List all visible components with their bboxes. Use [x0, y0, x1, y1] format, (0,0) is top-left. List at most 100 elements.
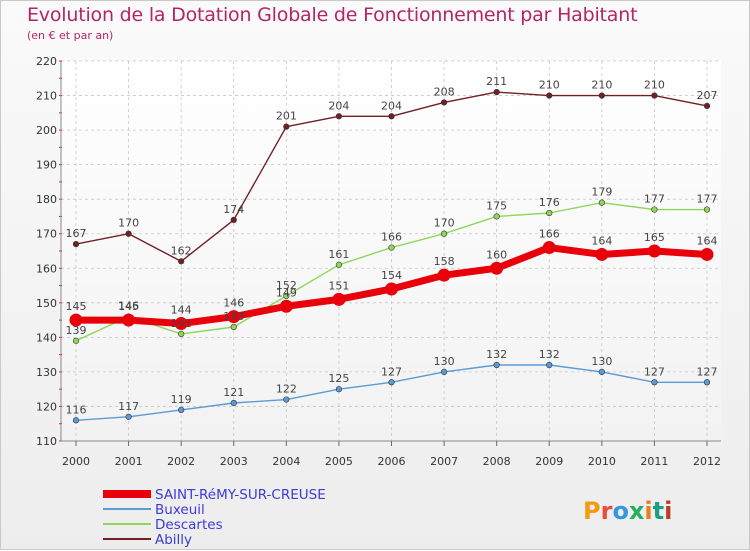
data-label-descartes: 146	[118, 300, 139, 313]
data-label-saint-r-my-sur-creuse: 164	[697, 234, 718, 247]
logo-letter: i	[664, 497, 672, 525]
data-point-saint-r-my-sur-creuse	[69, 313, 83, 327]
data-point-abilly	[178, 258, 185, 265]
data-label-buxeuil: 127	[644, 365, 665, 378]
data-label-abilly: 201	[276, 110, 297, 123]
legend-label: Buxeuil	[155, 502, 205, 518]
data-label-buxeuil: 121	[223, 386, 244, 399]
data-label-abilly: 170	[118, 217, 139, 230]
data-point-buxeuil	[546, 361, 553, 369]
data-point-abilly	[703, 102, 711, 110]
x-tick-label: 2007	[430, 455, 458, 468]
data-point-abilly	[125, 230, 132, 237]
data-label-abilly: 207	[697, 89, 718, 102]
data-point-descartes	[72, 337, 80, 344]
data-point-descartes	[283, 292, 290, 300]
series-group	[69, 88, 714, 424]
data-label-saint-r-my-sur-creuse: 144	[171, 304, 192, 317]
data-point-abilly	[283, 123, 290, 130]
x-tick-label: 2006	[378, 455, 406, 468]
data-label-descartes: 143	[223, 310, 244, 323]
data-label-descartes: 176	[539, 196, 560, 209]
data-label-buxeuil: 132	[486, 348, 507, 361]
data-label-descartes: 177	[644, 193, 665, 206]
data-label-buxeuil: 119	[171, 393, 192, 406]
data-point-saint-r-my-sur-creuse	[700, 247, 714, 261]
data-point-descartes	[703, 206, 711, 213]
data-point-saint-r-my-sur-creuse	[279, 299, 293, 313]
data-label-saint-r-my-sur-creuse: 151	[328, 279, 349, 292]
x-tick-label: 2004	[272, 455, 300, 468]
logo-letter: x	[629, 497, 645, 525]
y-tick-label: 110	[36, 435, 57, 448]
chart-subtitle: (en € et par an)	[27, 29, 114, 42]
data-point-buxeuil	[703, 379, 711, 386]
data-label-buxeuil: 125	[328, 372, 349, 385]
data-label-saint-r-my-sur-creuse: 146	[223, 297, 244, 310]
logo-letter: o	[612, 497, 629, 525]
data-point-saint-r-my-sur-creuse	[332, 292, 346, 306]
data-label-abilly: 162	[171, 244, 192, 257]
data-point-descartes	[388, 244, 395, 251]
data-point-abilly	[598, 92, 605, 99]
data-point-abilly	[546, 92, 553, 99]
data-point-buxeuil	[440, 368, 448, 376]
grid-lines	[61, 60, 721, 442]
legend: SAINT-RéMY-SUR-CREUSEBuxeuilDescartesAbi…	[103, 487, 326, 548]
data-point-saint-r-my-sur-creuse	[542, 241, 556, 255]
y-tick-label: 220	[36, 55, 57, 68]
data-point-saint-r-my-sur-creuse	[227, 310, 241, 324]
data-point-abilly	[335, 113, 343, 120]
y-tick-label: 180	[36, 193, 57, 206]
data-point-abilly	[230, 216, 237, 224]
data-label-saint-r-my-sur-creuse: 164	[591, 234, 612, 247]
x-tick-label: 2001	[115, 455, 143, 468]
logo-letter: r	[601, 497, 613, 525]
data-point-saint-r-my-sur-creuse	[385, 282, 398, 296]
data-label-saint-r-my-sur-creuse: 166	[539, 228, 560, 241]
data-point-buxeuil	[283, 396, 290, 403]
data-point-saint-r-my-sur-creuse	[437, 268, 451, 282]
data-point-buxeuil	[178, 406, 185, 414]
data-label-descartes: 166	[381, 231, 402, 244]
data-point-buxeuil	[335, 386, 343, 393]
data-point-abilly	[440, 99, 448, 106]
data-label-buxeuil: 122	[276, 383, 297, 396]
data-point-buxeuil	[388, 379, 395, 386]
data-label-saint-r-my-sur-creuse: 154	[381, 269, 402, 282]
data-point-abilly	[493, 88, 500, 96]
proxiti-logo: Proxiti	[583, 497, 672, 525]
data-point-buxeuil	[493, 361, 500, 369]
y-tick-label: 120	[36, 400, 57, 413]
data-label-abilly: 204	[381, 99, 402, 112]
data-label-saint-r-my-sur-creuse: 149	[276, 286, 297, 299]
data-point-buxeuil	[598, 368, 605, 376]
data-point-buxeuil	[125, 413, 132, 420]
data-label-descartes: 141	[171, 317, 192, 330]
data-point-descartes	[546, 209, 553, 217]
data-label-abilly: 211	[486, 75, 507, 88]
data-label-buxeuil: 130	[591, 355, 612, 368]
x-tick-label: 2005	[325, 455, 353, 468]
data-point-saint-r-my-sur-creuse	[174, 317, 188, 331]
data-label-saint-r-my-sur-creuse: 160	[486, 248, 507, 261]
data-point-saint-r-my-sur-creuse	[490, 261, 504, 275]
data-label-buxeuil: 116	[66, 403, 87, 416]
data-point-descartes	[178, 330, 185, 338]
data-label-descartes: 152	[276, 279, 297, 292]
data-label-abilly: 208	[434, 85, 455, 98]
data-label-descartes: 161	[328, 248, 349, 261]
y-tick-label: 140	[36, 331, 57, 344]
data-point-abilly	[651, 92, 658, 99]
data-label-abilly: 174	[223, 203, 244, 216]
data-label-saint-r-my-sur-creuse: 165	[644, 231, 665, 244]
data-label-descartes: 139	[66, 324, 87, 337]
x-tick-label: 2008	[483, 455, 511, 468]
data-label-buxeuil: 130	[434, 355, 455, 368]
data-point-descartes	[230, 323, 237, 331]
y-tick-label: 190	[36, 159, 57, 172]
data-label-saint-r-my-sur-creuse: 145	[66, 300, 87, 313]
logo-letter: i	[644, 497, 652, 525]
data-label-descartes: 170	[434, 217, 455, 230]
